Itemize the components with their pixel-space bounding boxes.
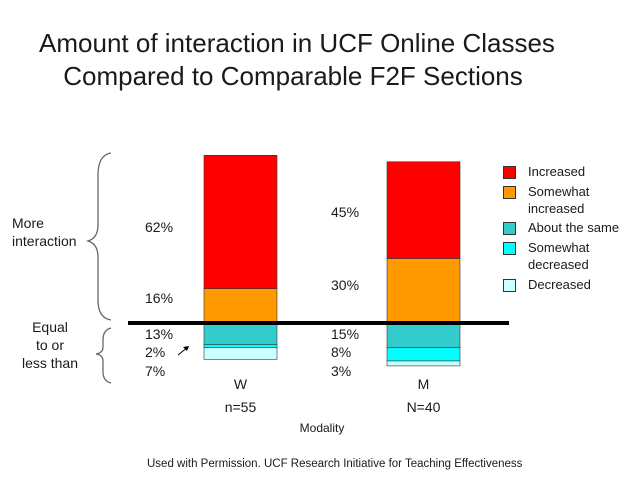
legend-label: Increased bbox=[528, 164, 586, 179]
data-label-w-about-the-same: 13% bbox=[145, 326, 173, 342]
legend-swatch bbox=[503, 279, 516, 292]
bar-m-decreased bbox=[386, 360, 461, 367]
more-label-line-2: interaction bbox=[12, 233, 77, 249]
legend-item-increased: Increased bbox=[503, 163, 638, 183]
data-label-m-about-the-same: 15% bbox=[331, 326, 359, 342]
legend-swatch bbox=[503, 186, 516, 199]
category-n-m: N=40 bbox=[407, 399, 441, 415]
legend-label: Somewhat increased bbox=[528, 184, 590, 216]
data-label-w-decreased: 7% bbox=[145, 363, 165, 379]
data-label-w-somewhat-increased: 16% bbox=[145, 290, 173, 306]
category-label-w: W bbox=[234, 376, 248, 392]
bar-m-increased bbox=[386, 161, 461, 259]
data-label-m-decreased: 3% bbox=[331, 363, 351, 379]
legend-label: Somewhat decreased bbox=[528, 240, 590, 272]
bar-w-about-the-same bbox=[203, 322, 278, 345]
legend-label: Decreased bbox=[528, 277, 591, 292]
legend-label: About the same bbox=[528, 220, 620, 235]
chart-title-line-2: Compared to Comparable F2F Sections bbox=[63, 61, 523, 91]
equal-or-less-brace bbox=[95, 327, 112, 384]
data-label-w-increased: 62% bbox=[145, 219, 173, 235]
annotation-arrow-head bbox=[183, 346, 189, 351]
more-interaction-label: More interaction bbox=[12, 214, 77, 250]
x-axis-label: Modality bbox=[300, 421, 345, 435]
bar-w-somewhat-decreased bbox=[203, 344, 278, 349]
more-label-line-1: More bbox=[12, 215, 44, 231]
chart-title-line-1: Amount of interaction in UCF Online Clas… bbox=[39, 28, 555, 58]
more-interaction-brace bbox=[85, 152, 112, 321]
legend-item-somewhat-increased: Somewhat increased bbox=[503, 183, 638, 216]
equal-label-line-1: Equal bbox=[32, 319, 68, 335]
data-label-m-somewhat-increased: 30% bbox=[331, 277, 359, 293]
bar-w-somewhat-increased bbox=[203, 288, 278, 324]
bar-m-somewhat-decreased bbox=[386, 347, 461, 362]
bar-m-somewhat-increased bbox=[386, 258, 461, 324]
category-label-m: M bbox=[418, 376, 430, 392]
legend-swatch bbox=[503, 222, 516, 235]
legend-item-about-the-same: About the same bbox=[503, 219, 638, 239]
category-n-w: n=55 bbox=[225, 399, 257, 415]
equal-label-line-2: to or bbox=[35, 337, 64, 353]
legend-swatch bbox=[503, 166, 516, 179]
data-label-m-increased: 45% bbox=[331, 204, 359, 220]
legend-item-somewhat-decreased: Somewhat decreased bbox=[503, 239, 638, 272]
data-label-m-somewhat-decreased: 8% bbox=[331, 344, 351, 360]
equal-or-less-label: Equal to or less than bbox=[14, 318, 86, 372]
data-label-w-somewhat-decreased: 2% bbox=[145, 344, 165, 360]
footnote: Used with Permission. UCF Research Initi… bbox=[147, 458, 523, 470]
equal-label-line-3: less than bbox=[21, 355, 79, 371]
legend-swatch bbox=[503, 242, 516, 255]
bar-w-decreased bbox=[203, 347, 278, 360]
bar-m-about-the-same bbox=[386, 322, 461, 349]
legend-item-decreased: Decreased bbox=[503, 276, 638, 296]
bar-w-increased bbox=[203, 155, 278, 289]
